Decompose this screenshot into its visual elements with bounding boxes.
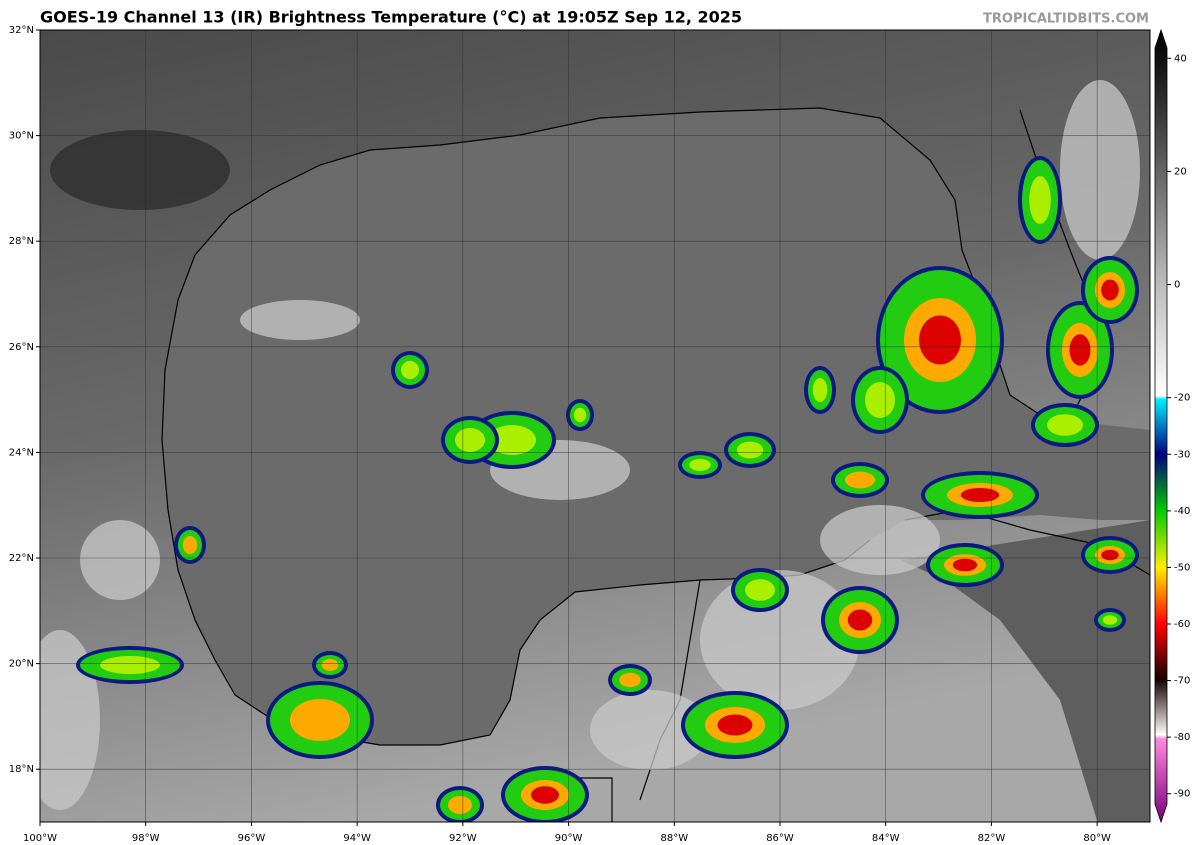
caribbean-water <box>900 520 1150 822</box>
storm-core <box>1101 549 1119 561</box>
imagery <box>40 30 1150 822</box>
y-tick-label: 26°N <box>9 342 34 353</box>
y-tick-label: 28°N <box>9 236 34 247</box>
x-tick-label: 84°W <box>872 833 900 844</box>
colorbar-tick-label: -30 <box>1174 449 1190 460</box>
map-title: GOES-19 Channel 13 (IR) Brightness Tempe… <box>40 8 742 27</box>
y-tick-label: 32°N <box>9 25 34 36</box>
storm-core <box>100 656 160 674</box>
colorbar-tick-label: -20 <box>1174 393 1190 404</box>
coastline <box>161 107 1150 822</box>
storm-core <box>455 428 485 452</box>
colorbar-tick-label: -90 <box>1174 789 1190 800</box>
colorbar-tick-label: 20 <box>1174 166 1187 177</box>
warm-land <box>50 130 230 210</box>
x-tick-label: 86°W <box>766 833 794 844</box>
map-frame <box>39 29 1151 823</box>
colorbar-tick-label: 0 <box>1174 280 1180 291</box>
storm-core <box>812 378 828 402</box>
x-tick-label: 88°W <box>660 833 688 844</box>
storm-core <box>717 714 753 736</box>
storm-core <box>488 425 536 455</box>
storm-core <box>1069 334 1091 366</box>
storm-core <box>1029 176 1051 224</box>
storm-core <box>448 796 472 814</box>
axes: 100°W 98°W 96°W 94°W 92°W 90°W 88°W 86°W 84°W 82°… <box>9 25 1191 844</box>
y-tick-label: 30°N <box>9 131 34 142</box>
y-tick-label: 22°N <box>9 553 34 564</box>
storm-core <box>401 361 419 379</box>
colorbar-tick-label: -50 <box>1174 562 1190 573</box>
colorbar <box>1154 28 1168 824</box>
storm-core <box>952 558 978 572</box>
storm-core <box>1102 615 1118 625</box>
credit: TROPICALTIDBITS.COM <box>983 12 1149 27</box>
storm-core <box>865 382 895 418</box>
x-tick-label: 92°W <box>449 833 477 844</box>
storm-core <box>290 699 350 741</box>
colorbar-tick-label: -40 <box>1174 506 1190 517</box>
storm-core <box>619 672 641 688</box>
cloud <box>1060 80 1140 260</box>
x-tick-label: 96°W <box>238 833 266 844</box>
colorbar-tick-label: -60 <box>1174 619 1190 630</box>
storm-core <box>745 579 775 601</box>
y-tick-label: 18°N <box>9 764 34 775</box>
graticule <box>40 30 1150 822</box>
colorbar-tick-label: -80 <box>1174 732 1190 743</box>
storm-core <box>919 315 961 365</box>
gulf-water <box>162 108 1150 745</box>
x-tick-label: 100°W <box>23 833 57 844</box>
colorbar-tick-label: -70 <box>1174 676 1190 687</box>
cloud <box>590 690 710 770</box>
y-tick-label: 24°N <box>9 447 34 458</box>
cloud <box>820 505 940 575</box>
cloud <box>80 520 160 600</box>
storm-core <box>689 459 711 471</box>
storm-core <box>1047 414 1083 436</box>
colorbar-tick-label: 40 <box>1174 53 1187 64</box>
storm-core <box>845 471 875 489</box>
cloud-field <box>40 80 1140 822</box>
x-tick-label: 94°W <box>343 833 371 844</box>
storm-core <box>574 407 586 423</box>
storm-core <box>182 536 198 554</box>
storm-core <box>736 441 764 459</box>
storm-core <box>321 659 339 671</box>
x-tick-label: 90°W <box>555 833 583 844</box>
cloud <box>240 300 360 340</box>
x-tick-label: 82°W <box>978 833 1006 844</box>
storm-core <box>1101 279 1119 301</box>
x-tick-label: 80°W <box>1083 833 1111 844</box>
storm-core <box>960 488 1000 502</box>
x-tick-label: 98°W <box>132 833 160 844</box>
y-tick-label: 20°N <box>9 659 34 670</box>
storm-core <box>531 786 559 804</box>
storm-core <box>847 609 873 631</box>
